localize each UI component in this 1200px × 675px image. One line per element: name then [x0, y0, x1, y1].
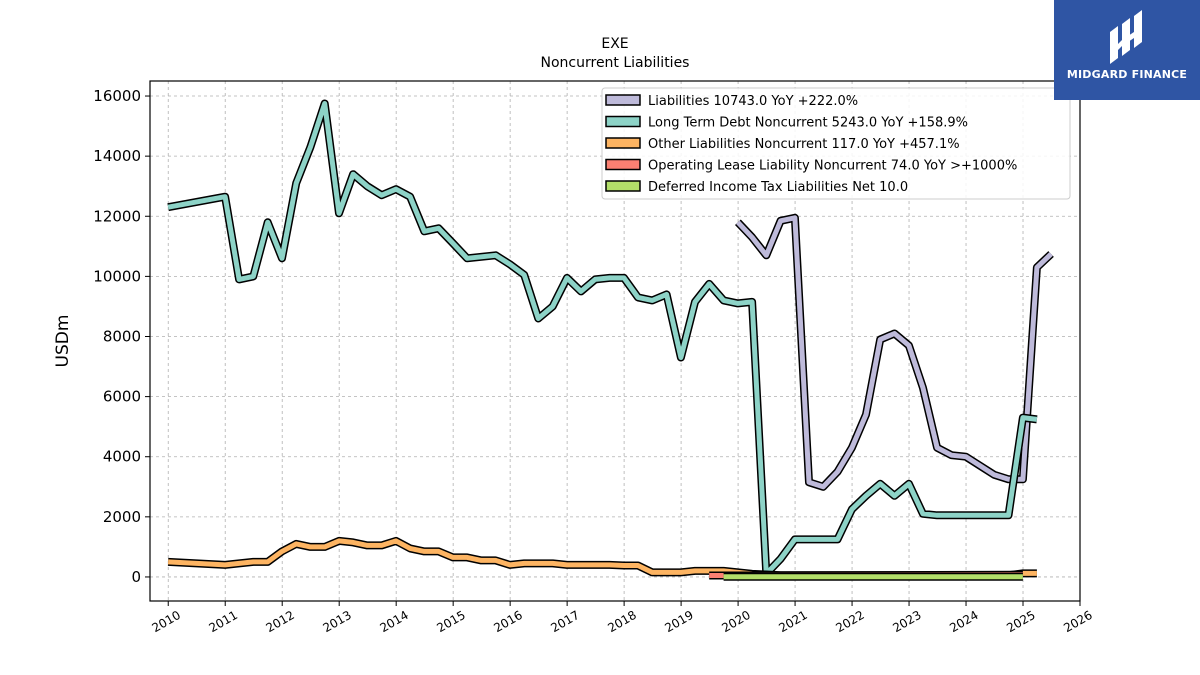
- x-tick-label: 2019: [662, 608, 695, 635]
- x-tick-label: 2021: [776, 608, 809, 635]
- legend: Liabilities 10743.0 YoY +222.0% Long Term…: [601, 87, 1071, 200]
- x-tick-label: 2017: [548, 608, 581, 635]
- series-liabilities: [734, 213, 1054, 491]
- x-tick-label: 2015: [434, 608, 467, 635]
- x-tick-label: 2026: [1061, 608, 1094, 635]
- y-tick-label: 4000: [103, 448, 141, 466]
- legend-label: Liabilities 10743.0 YoY +222.0%: [648, 94, 858, 109]
- y-tick-label: 6000: [103, 388, 141, 406]
- plot-frame: [149, 80, 1081, 602]
- y-tick-label: 16000: [93, 87, 141, 105]
- x-tick-label: 2023: [890, 608, 923, 635]
- x-tick-label: 2010: [150, 608, 183, 635]
- brand-logo: MIDGARD FINANCE: [1054, 0, 1200, 100]
- legend-swatch: [605, 94, 641, 106]
- series-long-term-debt-noncurrent: [167, 99, 1038, 578]
- series-layer: [167, 99, 1054, 581]
- x-tick-label: 2024: [947, 608, 980, 635]
- legend-swatch: [605, 180, 641, 192]
- series-other-liabilities-noncurrent: [167, 536, 1037, 580]
- series-line: [736, 215, 1053, 490]
- legend-label: Deferred Income Tax Liabilities Net 10.0: [648, 180, 908, 195]
- x-tick-label: 2011: [206, 608, 239, 635]
- y-tick-label: 0: [131, 568, 141, 586]
- legend-swatch: [605, 158, 641, 171]
- chart-subtitle: Noncurrent Liabilities: [541, 55, 690, 71]
- brand-logo-text: MIDGARD FINANCE: [1066, 68, 1188, 81]
- x-tick-label: 2012: [263, 608, 296, 635]
- x-tick-label: 2014: [377, 608, 410, 635]
- y-tick-label: 12000: [93, 207, 141, 225]
- x-tick-label: 2020: [719, 608, 752, 635]
- series-line: [167, 101, 1038, 577]
- legend-frame: [601, 87, 1071, 200]
- legend-label: Operating Lease Liability Noncurrent 74.…: [648, 159, 1017, 174]
- chart-title: EXE: [601, 36, 628, 52]
- series-outline: [734, 213, 1054, 491]
- y-tick-label: 10000: [93, 267, 141, 285]
- y-tick-label: 14000: [93, 147, 141, 165]
- legend-label: Other Liabilities Noncurrent 117.0 YoY +…: [648, 137, 960, 152]
- x-tick-label: 2016: [491, 608, 524, 635]
- legend-swatch: [605, 137, 641, 149]
- legend-swatch: [605, 115, 641, 128]
- x-tick-label: 2025: [1004, 608, 1037, 635]
- y-tick-label: 2000: [103, 508, 141, 526]
- x-tick-label: 2013: [320, 608, 353, 635]
- legend-label: Long Term Debt Noncurrent 5243.0 YoY +15…: [648, 116, 968, 131]
- x-tick-label: 2022: [833, 608, 866, 635]
- y-tick-label: 8000: [103, 327, 141, 345]
- series-line: [167, 538, 1037, 578]
- brand-logo-icon: [1110, 10, 1142, 64]
- y-axis-label: USDm: [53, 315, 73, 368]
- x-tick-label: 2018: [605, 608, 638, 635]
